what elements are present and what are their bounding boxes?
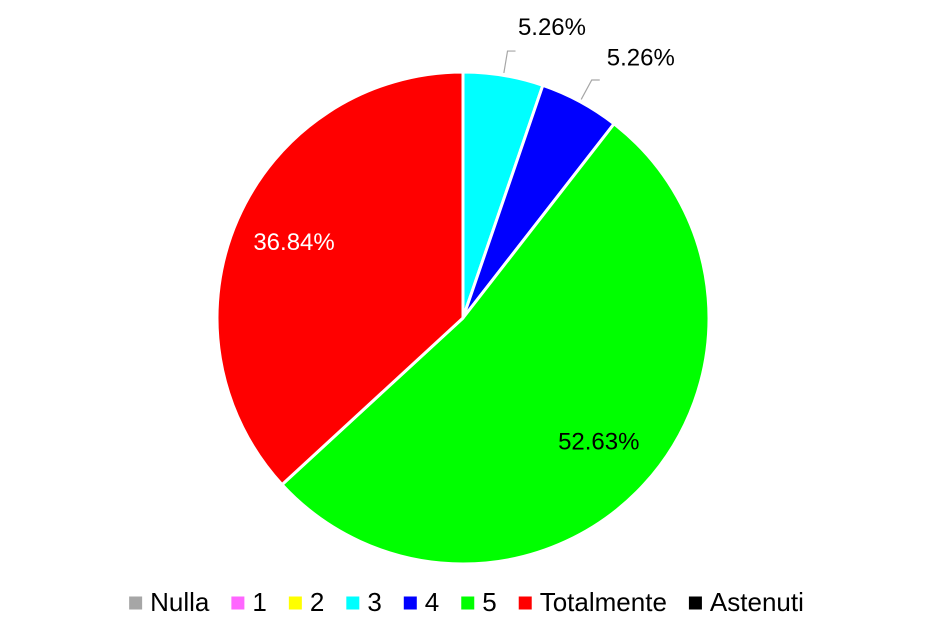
legend-swatch	[518, 596, 532, 610]
leader-line	[580, 79, 600, 100]
legend-label: 1	[252, 587, 266, 617]
legend-swatch	[461, 596, 475, 610]
legend-swatch	[288, 596, 302, 610]
legend-swatch	[231, 596, 245, 610]
legend-swatch	[346, 596, 360, 610]
pie-slice	[280, 122, 711, 566]
data-label: 5.26%	[518, 14, 586, 41]
legend-label: 3	[367, 587, 381, 617]
data-label: 36.84%	[253, 229, 334, 256]
legend-label: 2	[310, 587, 324, 617]
pie-slice	[215, 70, 465, 487]
legend-label: Totalmente	[540, 587, 667, 617]
data-label: 5.26%	[607, 44, 675, 71]
legend-label: 4	[425, 587, 439, 617]
legend-swatch	[403, 596, 417, 610]
legend-label: Astenuti	[710, 587, 804, 617]
legend-swatch	[129, 596, 143, 610]
legend-label: 5	[482, 587, 496, 617]
leader-line	[503, 50, 516, 74]
legend-swatch	[688, 596, 702, 610]
legend-label: Nulla	[150, 587, 210, 617]
data-label: 52.63%	[558, 428, 639, 455]
legend: Nulla 1 2 3 4 5 Totalmente Astenuti	[129, 587, 804, 617]
